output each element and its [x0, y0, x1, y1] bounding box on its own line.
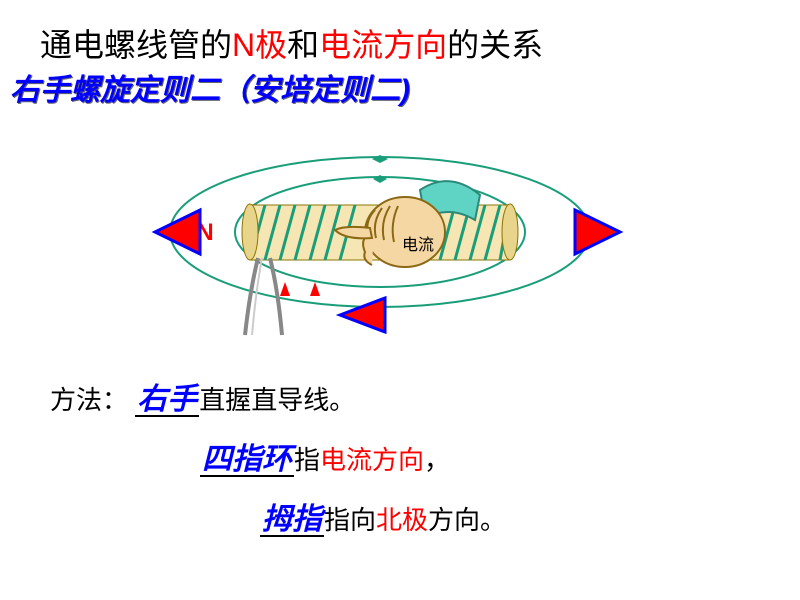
- method-line-2: 四指环指电流方向，: [200, 440, 450, 477]
- title-part-3: 电流方向: [319, 27, 447, 63]
- line3-mid: 指向: [324, 505, 376, 535]
- method-line-3: 拇指指向北极方向。: [260, 500, 506, 537]
- line1-rest: 直握直导线。: [199, 385, 355, 415]
- method-line-1: 方法： 右手直握直导线。: [50, 380, 355, 417]
- title-part-1: N极: [232, 27, 287, 63]
- method-label: 方法：: [50, 385, 128, 415]
- line3-tail: 方向。: [428, 505, 506, 535]
- line2-red: 电流方向: [320, 445, 424, 475]
- page-title: 通电螺线管的N极和电流方向的关系: [40, 20, 543, 66]
- red-arrow-right: [575, 210, 620, 254]
- subtitle: 右手螺旋定则二（安培定则二): [10, 65, 410, 109]
- diagram-svg: 电流 N s: [150, 140, 650, 340]
- title-part-0: 通电螺线管的: [40, 27, 232, 63]
- title-part-2: 和: [287, 27, 319, 63]
- red-arrow-left: [155, 210, 200, 254]
- hand-label: 电流: [402, 236, 434, 254]
- line2-mid: 指: [294, 445, 320, 475]
- blank-four-fingers: 四指环: [200, 445, 294, 477]
- blank-thumb: 拇指: [260, 505, 324, 537]
- title-part-4: 的关系: [447, 27, 543, 63]
- line3-red: 北极: [376, 505, 428, 535]
- red-arrow-bottom: [340, 298, 385, 332]
- line2-tail: ，: [424, 445, 450, 475]
- small-current-arrows: [280, 282, 320, 296]
- blank-right-hand: 右手: [135, 385, 199, 417]
- solenoid-diagram: 电流 N s: [150, 140, 650, 340]
